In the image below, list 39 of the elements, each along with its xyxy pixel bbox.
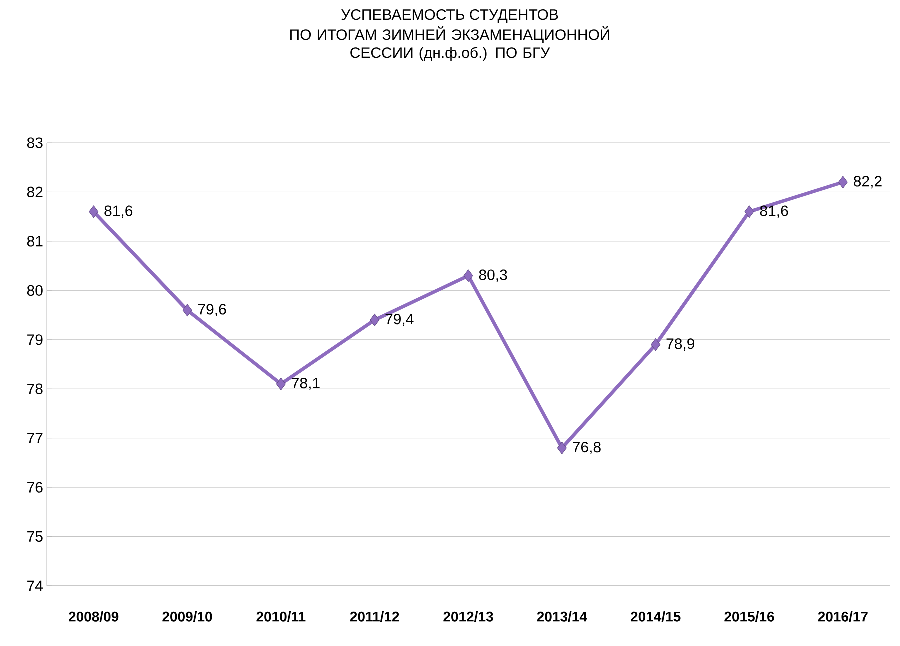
point [370, 314, 380, 326]
y-tick-label: 82 [27, 186, 43, 198]
data-label: 76,8 [573, 442, 601, 454]
x-tick-label: 2009/10 [162, 612, 212, 622]
point [651, 338, 661, 352]
y-tick-label: 78 [28, 384, 43, 394]
y-tick-label: 80 [27, 285, 43, 296]
y-tick-label: 74 [28, 580, 44, 592]
point [557, 442, 567, 454]
point [276, 378, 286, 390]
y-tick-label: 83 [27, 138, 43, 148]
x-tick-label: 2013/14 [537, 612, 588, 622]
y-tick-label: 75 [28, 532, 43, 542]
point [464, 270, 474, 282]
x-tick-label: 2010/11 [256, 612, 306, 622]
data-label: 80,3 [479, 270, 508, 282]
data-label: 79,6 [198, 304, 226, 317]
data-label: 81,6 [760, 206, 788, 218]
y-tick-label: 76 [28, 482, 43, 493]
x-tick-label: 2012/13 [444, 612, 494, 622]
chart-subtitle: ПО ИТОГАМ ЗИМНЕЙ ЭКЗАМЕНАЦИОННОЙ СЕССИИ (дн.ф.об.) ПО БГУ [290, 26, 610, 62]
x-tick-label: 2015/16 [724, 612, 774, 622]
y-tick-label: 79 [28, 334, 43, 346]
data-label: 79,4 [386, 314, 414, 326]
y-tick-label: 77 [28, 433, 43, 444]
x-tick-label: 2016/17 [818, 612, 868, 622]
x-tick-label: 2014/15 [631, 612, 681, 622]
y-tick-label: 81 [27, 236, 43, 247]
data-label: 78,9 [666, 338, 695, 352]
data-label: 78,1 [292, 378, 320, 390]
point [838, 176, 848, 189]
point [89, 206, 99, 218]
chart-title: УСПЕВАЕМОСТЬ СТУДЕНТОВ [341, 10, 558, 23]
point [182, 304, 192, 317]
x-tick-label: 2008/09 [69, 612, 119, 622]
x-tick-label: 2011/12 [350, 612, 400, 622]
data-label: 82,2 [854, 176, 882, 189]
point [744, 206, 754, 218]
data-label: 81,6 [104, 206, 133, 218]
